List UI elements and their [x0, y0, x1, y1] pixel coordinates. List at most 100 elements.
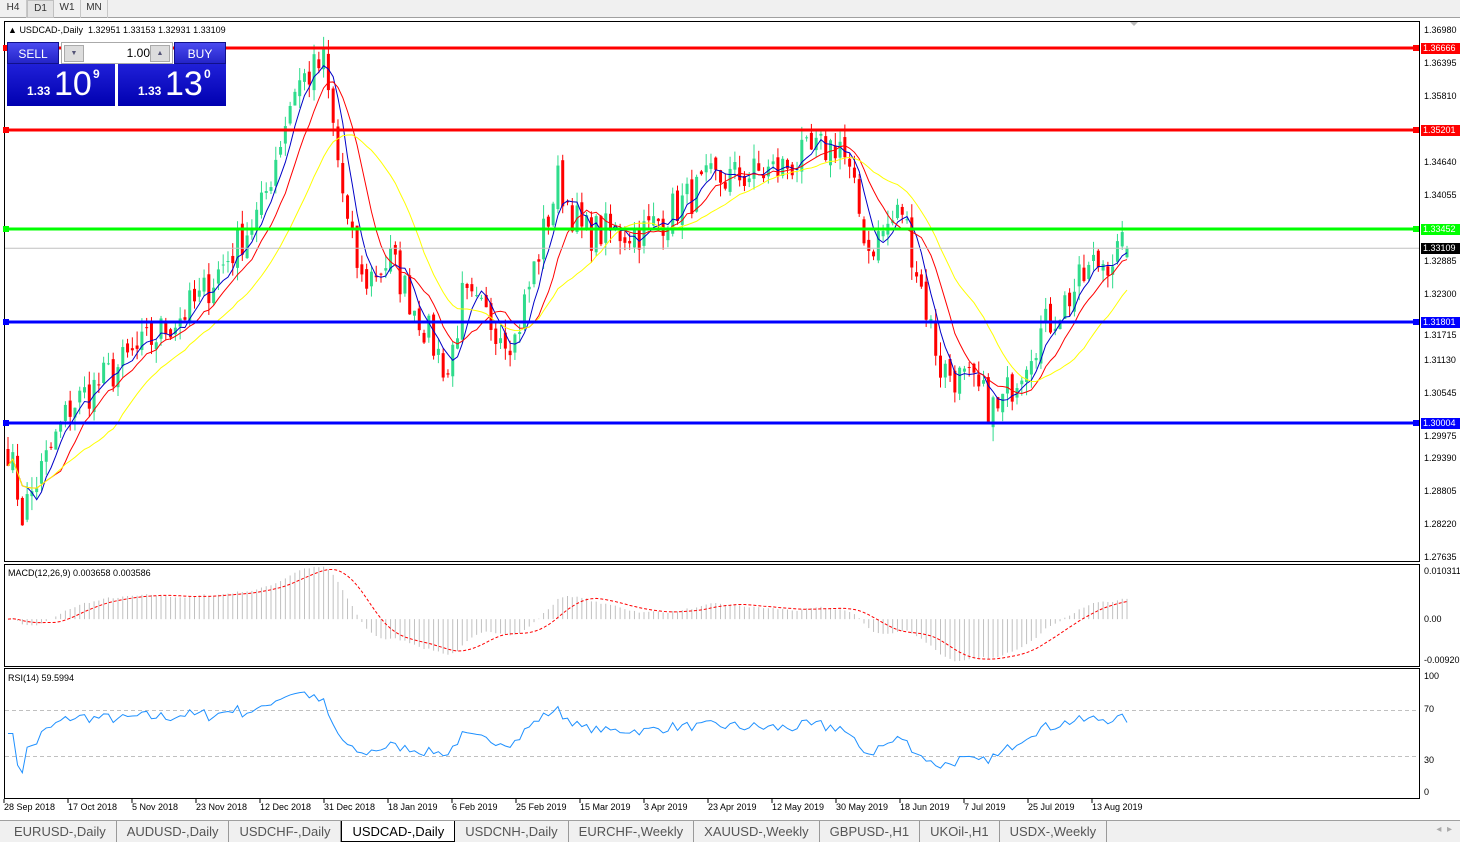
bear-candle: [149, 322, 153, 345]
bull-candle: [264, 191, 268, 193]
bear-candle: [1096, 250, 1100, 268]
bear-candle: [1010, 374, 1014, 402]
bear-candle: [341, 163, 345, 194]
price-tick-label: 1.31715: [1424, 330, 1457, 341]
sell-button[interactable]: SELL: [7, 42, 59, 64]
bear-candle: [824, 136, 828, 161]
bear-candle: [919, 274, 923, 287]
timeframe-mn[interactable]: MN: [81, 0, 108, 18]
bear-candle: [393, 244, 397, 255]
bear-candle: [441, 353, 445, 378]
tab-scroll-arrows-icon[interactable]: ◂ ▸: [1436, 824, 1452, 835]
bull-candle: [389, 248, 393, 272]
bear-candle: [111, 359, 115, 387]
bull-candle: [814, 137, 818, 151]
bull-candle: [1115, 241, 1119, 262]
bull-candle: [30, 491, 34, 497]
bull-candle: [159, 318, 163, 339]
bull-candle: [680, 195, 684, 225]
ma-mid-line: [7, 81, 1128, 489]
sell-price-box[interactable]: 1.33 10 9: [7, 64, 115, 106]
timeframe-h4[interactable]: H4: [0, 0, 27, 18]
bear-candle: [862, 219, 866, 244]
bull-candle: [895, 204, 899, 219]
bear-candle: [738, 167, 742, 181]
bear-candle: [49, 446, 53, 448]
bull-candle: [1001, 393, 1005, 413]
price-tick-label: 1.34640: [1424, 156, 1457, 167]
bear-candle: [843, 137, 847, 158]
bear-candle: [924, 281, 928, 320]
bear-candle: [169, 329, 173, 338]
bear-candle: [240, 223, 244, 255]
bear-candle: [484, 294, 488, 308]
level-handle-left: [3, 127, 9, 133]
date-tick-label: 23 Apr 2019: [708, 802, 757, 812]
bull-candle: [78, 390, 82, 403]
bull-candle: [905, 219, 909, 221]
bull-candle: [312, 54, 316, 91]
bull-candle: [202, 277, 206, 292]
bear-candle: [489, 303, 493, 330]
bull-candle: [188, 290, 192, 323]
bull-candle: [958, 367, 962, 394]
bull-candle: [1077, 264, 1081, 287]
tab-audusd[interactable]: AUDUSD-,Daily: [117, 821, 230, 842]
bull-candle: [479, 297, 483, 299]
tab-eurusd[interactable]: EURUSD-,Daily: [4, 821, 117, 842]
bull-candle: [532, 261, 536, 285]
bear-candle: [1082, 267, 1086, 281]
level-price-tag: 1.31801: [1421, 317, 1460, 329]
collapse-triangle-icon[interactable]: ▲: [8, 25, 17, 35]
timeframe-w1[interactable]: W1: [54, 0, 81, 18]
bear-candle: [852, 167, 856, 178]
bull-candle: [245, 235, 249, 259]
level-price-tag: 1.33452: [1421, 223, 1460, 235]
bear-candle: [762, 175, 766, 179]
price-tick-label: 1.30545: [1424, 387, 1457, 398]
bull-candle: [436, 348, 440, 355]
bear-candle: [948, 359, 952, 376]
bear-candle: [126, 343, 130, 353]
tab-gbpusd[interactable]: GBPUSD-,H1: [820, 821, 921, 842]
date-tick-label: 13 Aug 2019: [1092, 802, 1143, 812]
tab-usdchf[interactable]: USDCHF-,Daily: [229, 821, 342, 842]
buy-price-box[interactable]: 1.33 13 0: [118, 64, 226, 106]
tab-xauusd[interactable]: XAUUSD-,Weekly: [694, 821, 820, 842]
buy-button[interactable]: BUY: [174, 42, 226, 64]
bull-candle: [212, 287, 216, 304]
bull-candle: [522, 294, 526, 329]
bull-candle: [102, 362, 106, 384]
bear-candle: [379, 273, 383, 275]
tab-usdcad[interactable]: USDCAD-,Daily: [341, 821, 456, 842]
bear-candle: [350, 221, 354, 228]
lot-increase-icon[interactable]: ▲: [150, 45, 170, 62]
timeframe-d1[interactable]: D1: [27, 0, 54, 18]
tab-usdx[interactable]: USDX-,Weekly: [1000, 821, 1108, 842]
price-tick-label: 1.34055: [1424, 189, 1457, 200]
ohlc-label: 1.32951 1.33153 1.32931 1.33109: [87, 25, 226, 35]
macd-label: MACD(12,26,9) 0.003658 0.003586: [8, 568, 151, 578]
bull-candle: [781, 158, 785, 176]
macd-axis-max: 0.010311: [1424, 566, 1460, 576]
bull-candle: [116, 367, 120, 388]
bear-candle: [977, 374, 981, 387]
tab-usdcnh[interactable]: USDCNH-,Daily: [455, 821, 569, 842]
tab-ukoil[interactable]: UKOil-,H1: [920, 821, 1000, 842]
bear-candle: [996, 397, 1000, 409]
lot-value[interactable]: 1.00: [126, 46, 150, 60]
price-tick-label: 1.36980: [1424, 25, 1457, 35]
bull-candle: [255, 209, 259, 230]
bear-candle: [915, 272, 919, 277]
tab-eurchf[interactable]: EURCHF-,Weekly: [569, 821, 695, 842]
ma-fast-line: [7, 65, 1128, 501]
bull-candle: [1025, 369, 1029, 383]
bear-candle: [331, 88, 335, 123]
bull-candle: [154, 342, 158, 350]
level-price-tag: 1.36666: [1421, 42, 1460, 54]
lot-size-field[interactable]: ▼ 1.00 ▲: [61, 42, 173, 64]
level-handle-right: [1413, 45, 1419, 51]
bull-candle: [1120, 232, 1124, 247]
lot-decrease-icon[interactable]: ▼: [64, 45, 84, 62]
